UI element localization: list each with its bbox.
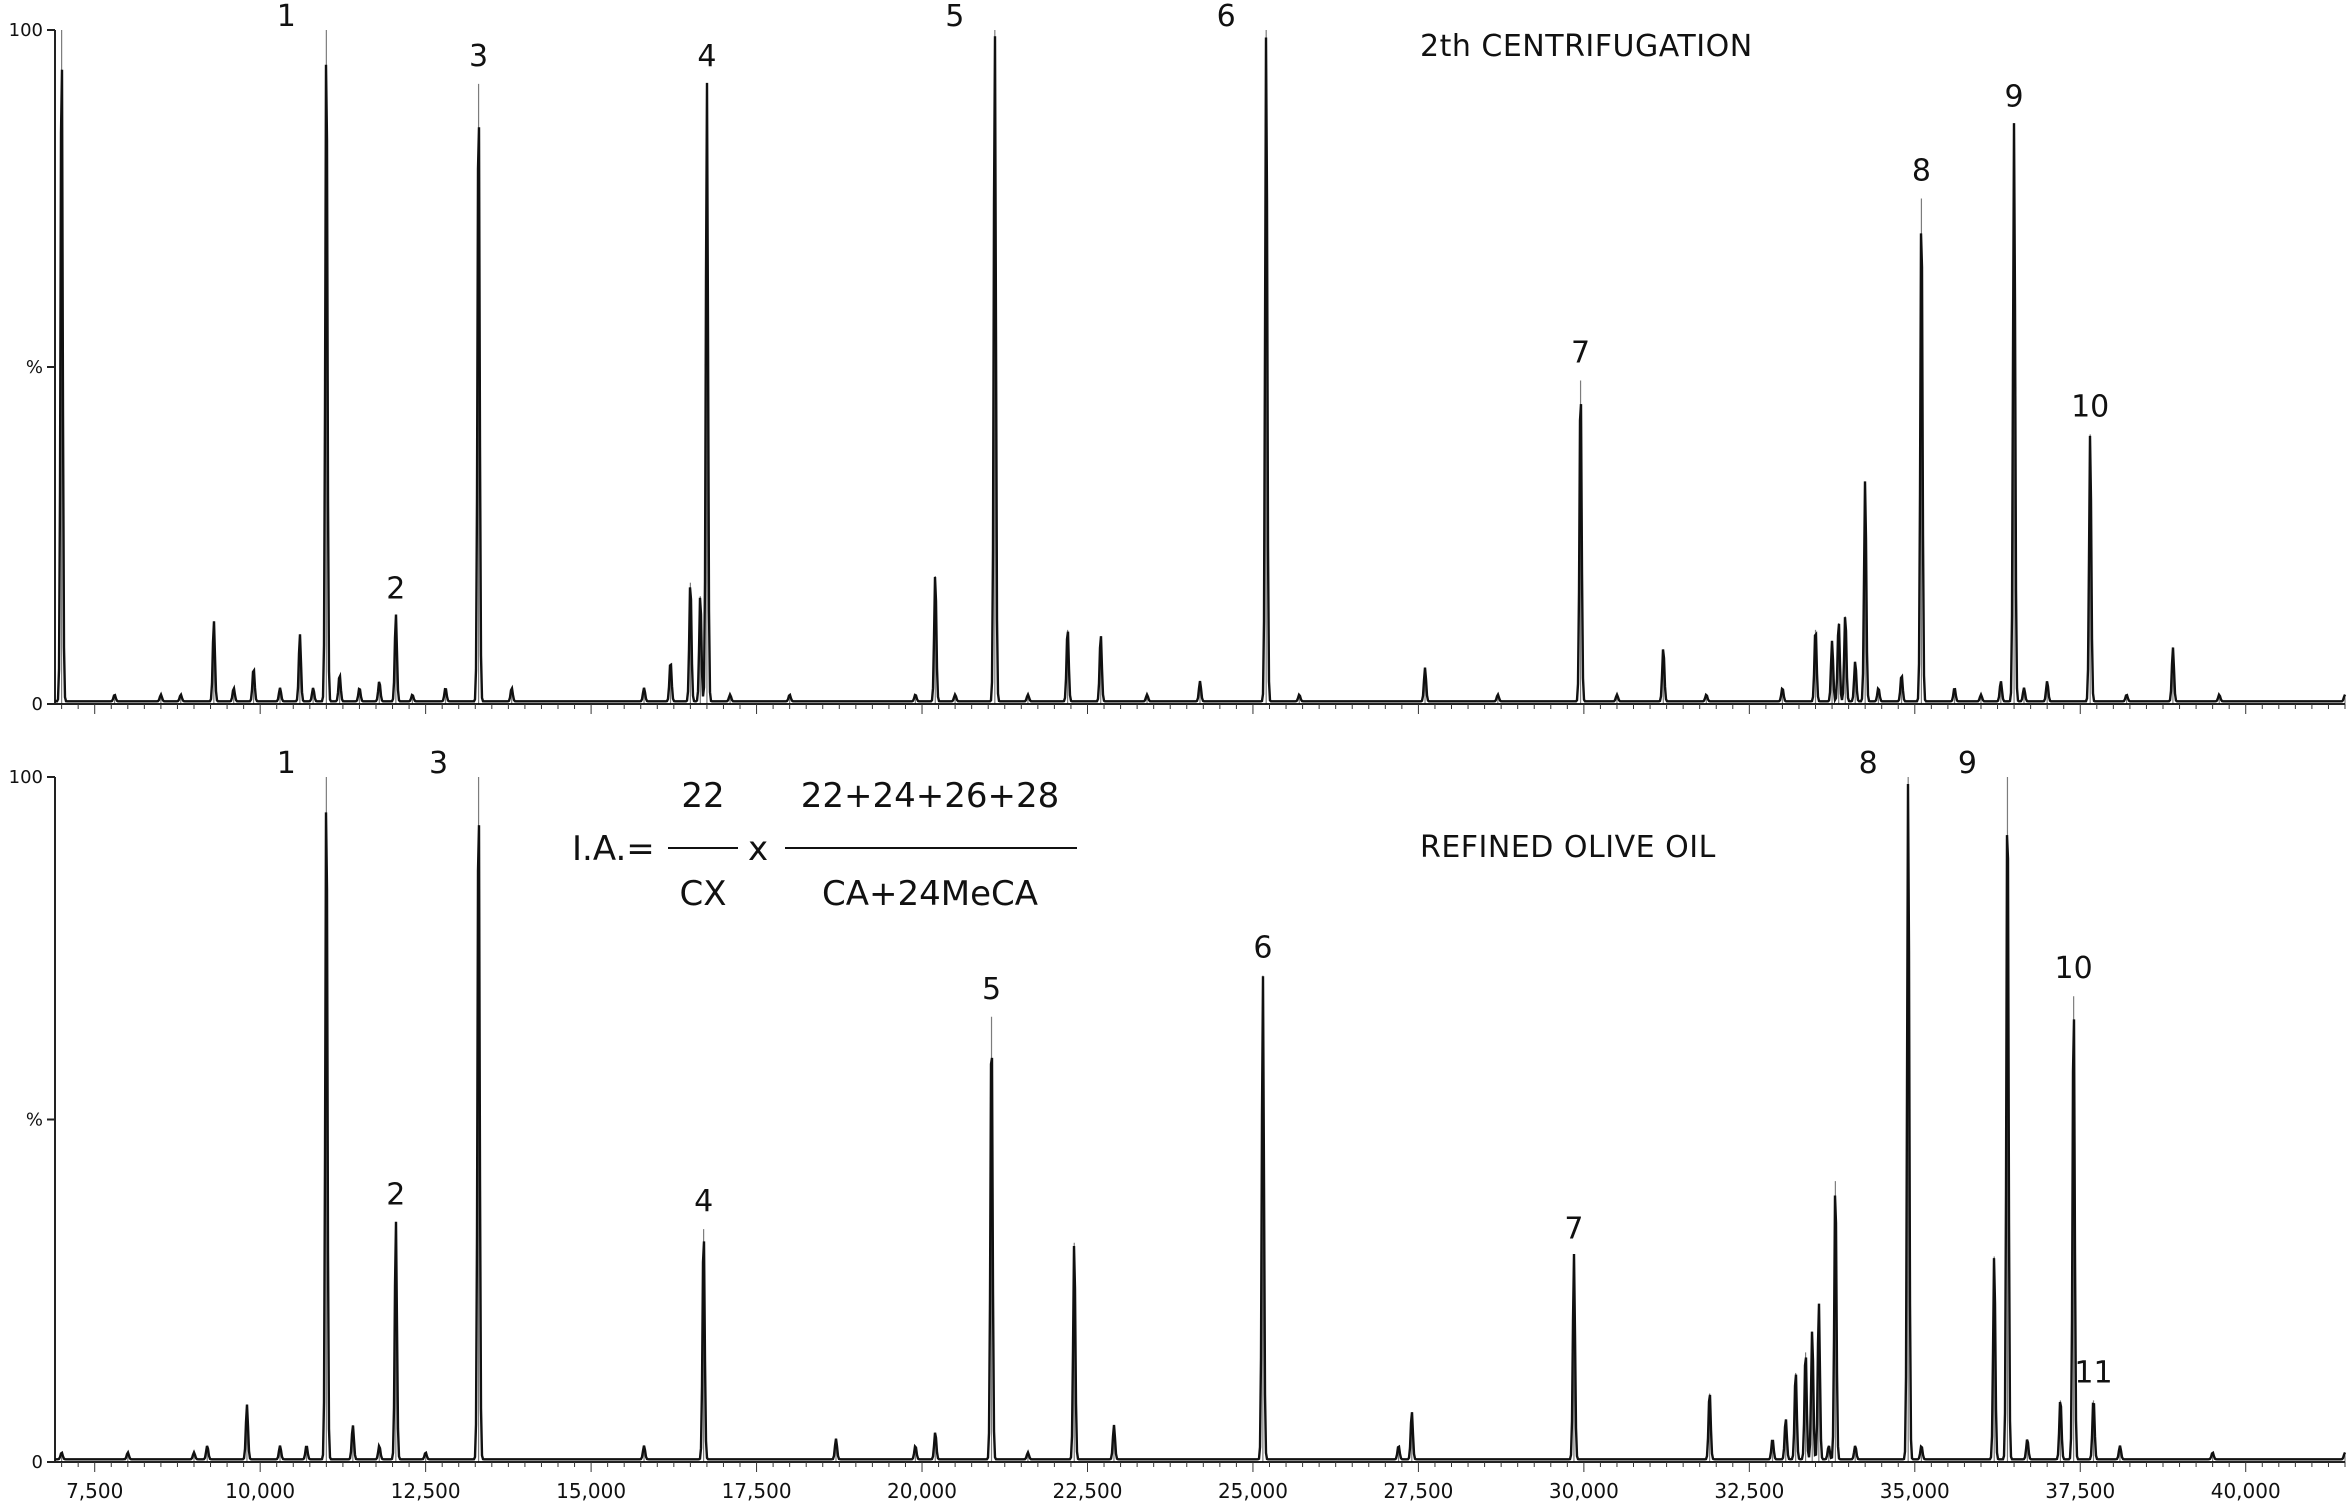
x-tick-label: 17,500 xyxy=(722,1479,792,1503)
y-tick-label: 100 xyxy=(9,20,43,41)
x-tick-label: 40,000 xyxy=(2211,1479,2281,1503)
peak-label: 10 xyxy=(2071,389,2109,424)
peak-label: 5 xyxy=(982,972,1001,1007)
peak-label: 3 xyxy=(469,39,488,74)
peak-label: 8 xyxy=(1859,746,1878,781)
top-panel-title: 2th CENTRIFUGATION xyxy=(1420,29,1753,64)
peak-label: 7 xyxy=(1571,335,1590,370)
peak-label: 9 xyxy=(2005,79,2024,114)
peak-label: 2 xyxy=(386,571,405,606)
peak-label: 9 xyxy=(1958,746,1977,781)
peak-label: 1 xyxy=(277,746,296,781)
x-tick-label: 10,000 xyxy=(225,1479,295,1503)
formula-denominator-2: CA+24MeCA xyxy=(822,874,1038,914)
peak-label: 10 xyxy=(2055,951,2093,986)
formula-times: x xyxy=(748,829,768,869)
series-trace xyxy=(55,783,2347,1461)
top-chromatogram-panel: 2th CENTRIFUGATION 100% 0 1 2 3 4 5 6 7 8 9 10 xyxy=(9,0,2347,715)
formula-denominator-1: CX xyxy=(679,874,726,914)
x-tick-label: 22,500 xyxy=(1052,1479,1122,1503)
y-tick-label: % xyxy=(26,357,43,378)
peak-label: 5 xyxy=(945,0,964,34)
peak-label: 4 xyxy=(694,1184,713,1219)
formula-numerator-2: 22+24+26+28 xyxy=(801,776,1060,816)
bottom-chromatogram-panel: REFINED OLIVE OIL 100% 0 7,500 10,000 12,500… xyxy=(9,746,2347,1503)
y-tick-label: 0 xyxy=(32,694,43,715)
peak-label: 8 xyxy=(1912,154,1931,189)
peak-label: 3 xyxy=(429,746,448,781)
x-tick-label: 25,000 xyxy=(1218,1479,1288,1503)
peak-label: 4 xyxy=(697,39,716,74)
peak-label: 6 xyxy=(1217,0,1236,34)
y-tick-label: 100 xyxy=(9,767,43,788)
ia-formula: I.A.= 22 CX x 22+24+26+28 CA+24MeCA xyxy=(572,776,1077,914)
x-tick-label: 27,500 xyxy=(1383,1479,1453,1503)
x-tick-label: 7,500 xyxy=(66,1479,123,1503)
x-tick-label: 37,500 xyxy=(2045,1479,2115,1503)
peak-label: 6 xyxy=(1253,931,1272,966)
x-tick-label: 20,000 xyxy=(887,1479,957,1503)
x-tick-label: 15,000 xyxy=(556,1479,626,1503)
x-tick-label: 35,000 xyxy=(1880,1479,1950,1503)
peak-label: 7 xyxy=(1564,1212,1583,1247)
x-tick-label: 12,500 xyxy=(391,1479,461,1503)
series-trace xyxy=(55,36,2347,704)
formula-numerator-1: 22 xyxy=(681,776,724,816)
peak-label: 2 xyxy=(386,1177,405,1212)
peak-label: 1 xyxy=(277,0,296,34)
y-tick-label: 0 xyxy=(32,1452,43,1473)
x-tick-label: 32,500 xyxy=(1714,1479,1784,1503)
y-tick-label: % xyxy=(26,1110,43,1131)
bottom-panel-title: REFINED OLIVE OIL xyxy=(1420,830,1716,865)
formula-prefix: I.A.= xyxy=(572,829,655,869)
peak-label: 11 xyxy=(2074,1355,2112,1390)
x-tick-label: 30,000 xyxy=(1549,1479,1619,1503)
